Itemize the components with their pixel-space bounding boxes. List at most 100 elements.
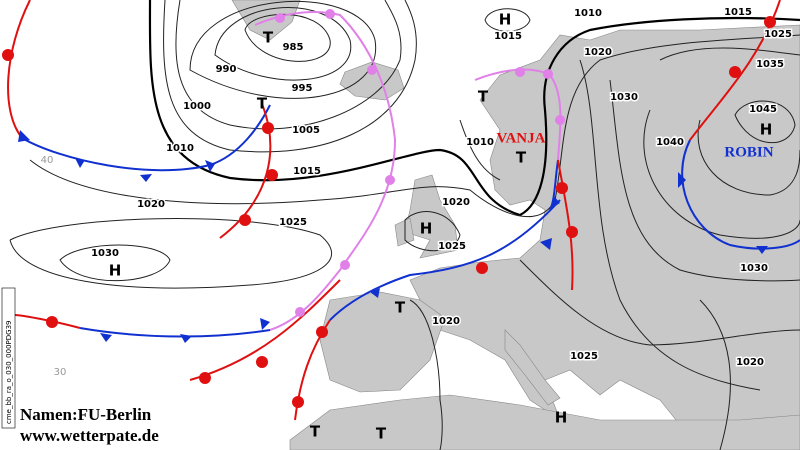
africa [289,394,800,450]
isobar-label: 1010 [466,137,494,148]
credit-site: www.wetterpate.de [20,426,159,445]
warm-front [189,279,341,381]
isobar-1015 [148,0,800,217]
cold-symbol [75,158,85,168]
isobar [214,7,352,81]
occluded-symbol [275,13,285,23]
warm-symbol [729,66,741,78]
isobar-label: 1015 [724,7,752,18]
isobar-label: 1005 [292,125,320,136]
cold-front [21,104,271,172]
isobar-label: 1030 [610,92,638,103]
credit-names: Namen:FU-Berlin [20,405,152,424]
cold-symbol [370,288,380,298]
iberia [319,291,446,393]
isobar-label: 1020 [137,199,165,210]
isobar [697,119,800,196]
cold-symbol [756,246,768,254]
cold-symbol [540,238,552,250]
occluded-symbol [340,260,350,270]
isobar [244,13,331,62]
isobar [29,34,800,218]
pressure-center: H [555,409,568,427]
isobar [609,79,800,282]
isobar-label: 1010 [166,143,194,154]
iceland [339,61,405,101]
isobar [9,218,332,289]
warm-symbol [764,16,776,28]
occluded-symbol [385,175,395,185]
cold-symbol [678,172,686,188]
pressure-center: T [395,299,406,317]
isobar-label: 1025 [438,241,466,252]
warm-symbol [316,326,328,338]
occluded-symbol [515,67,525,77]
cold-symbol [260,318,270,330]
isobar-label: 1045 [749,104,777,115]
pressure-center: T [257,95,268,113]
isobar [519,259,800,346]
isobar [189,0,377,99]
pressure-center: T [478,88,489,106]
isobars [9,0,800,450]
isobar-label: 1020 [432,316,460,327]
warm-symbol [476,262,488,274]
cold-front [681,139,800,250]
occluded-symbol [543,69,553,79]
isobar-label: 1020 [736,357,764,368]
cold-front [329,199,561,321]
pressure-center: H [760,121,773,139]
cold-symbol [140,174,152,182]
isobar [484,8,531,32]
pressure-center: T [263,29,274,47]
front-symbols [2,9,776,408]
labels: 985 990 995 1000 1005 1010 1015 1020 1025 1030 101… [20,6,793,445]
isobar [699,299,731,450]
isobar [163,0,417,153]
isobar-label: 1025 [764,29,792,40]
warm-symbol [556,182,568,194]
stamp-box [1,287,16,429]
isobar-label: 1025 [570,351,598,362]
occluded-symbol [367,65,377,75]
pressure-center: T [376,425,387,443]
occluded-symbol [295,307,305,317]
isobar-label: 1000 [183,101,211,112]
isobar-label: 1030 [740,263,768,274]
warm-front [557,159,574,291]
pressure-center: T [310,423,321,441]
warm-symbol [46,316,58,328]
isobar-label: 1010 [574,8,602,19]
storm-name: ROBIN [724,144,773,160]
warm-symbol [566,226,578,238]
isobar-label: 1020 [584,47,612,58]
cold-front [549,159,559,211]
isobar [409,299,443,450]
isobar [459,119,501,181]
warm-symbol [256,356,268,368]
pressure-center: H [499,11,512,29]
isobar-label: 1035 [756,59,784,70]
cold-symbol [18,130,30,142]
isobar [175,0,402,130]
warm-symbol [266,169,278,181]
isobar [59,244,171,282]
cold-symbol [180,334,192,343]
isobar-label: 990 [216,64,237,75]
italy [504,329,561,406]
isobar-label: 1015 [494,31,522,42]
cold-symbol [100,333,112,342]
isobar [659,47,800,61]
warm-symbol [2,49,14,61]
pressure-center: T [516,149,527,167]
isobar-label: 1020 [442,197,470,208]
pressure-center: H [109,262,122,280]
isobar-label: 1025 [279,217,307,228]
stamp: cme_bb_ra_o_030_000PDG39 [5,321,13,424]
isobar-label: 1040 [656,137,684,148]
isobar-label: 1015 [293,166,321,177]
warm-front [7,0,31,139]
warm-front [14,314,81,329]
